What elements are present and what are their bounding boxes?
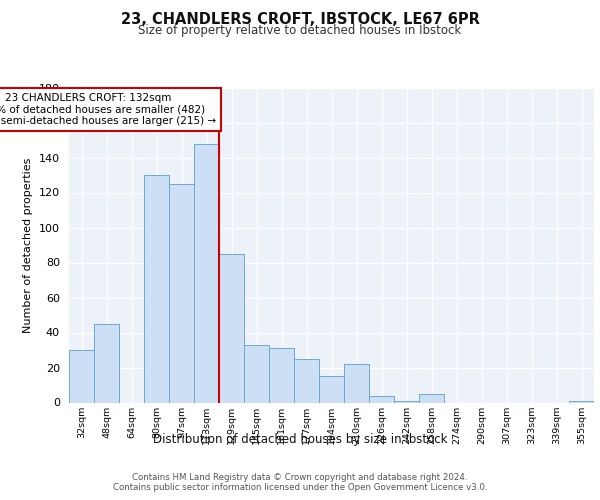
Bar [319, 376, 344, 402]
Bar [344, 364, 369, 403]
Bar [269, 348, 294, 403]
Text: 23, CHANDLERS CROFT, IBSTOCK, LE67 6PR: 23, CHANDLERS CROFT, IBSTOCK, LE67 6PR [121, 12, 479, 28]
Y-axis label: Number of detached properties: Number of detached properties [23, 158, 33, 332]
Bar [144, 175, 169, 402]
Bar [294, 359, 319, 403]
Text: Contains public sector information licensed under the Open Government Licence v3: Contains public sector information licen… [113, 484, 487, 492]
Bar [244, 345, 269, 403]
Bar [69, 350, 94, 403]
Text: 23 CHANDLERS CROFT: 132sqm
← 69% of detached houses are smaller (482)
31% of sem: 23 CHANDLERS CROFT: 132sqm ← 69% of deta… [0, 93, 216, 126]
Bar [194, 144, 219, 402]
Bar [169, 184, 194, 402]
Text: Distribution of detached houses by size in Ibstock: Distribution of detached houses by size … [153, 432, 447, 446]
Bar [369, 396, 394, 402]
Bar [219, 254, 244, 402]
Text: Contains HM Land Registry data © Crown copyright and database right 2024.: Contains HM Land Registry data © Crown c… [132, 472, 468, 482]
Bar [94, 324, 119, 402]
Bar [419, 394, 444, 402]
Bar [569, 401, 594, 402]
Bar [394, 401, 419, 402]
Text: Size of property relative to detached houses in Ibstock: Size of property relative to detached ho… [139, 24, 461, 37]
